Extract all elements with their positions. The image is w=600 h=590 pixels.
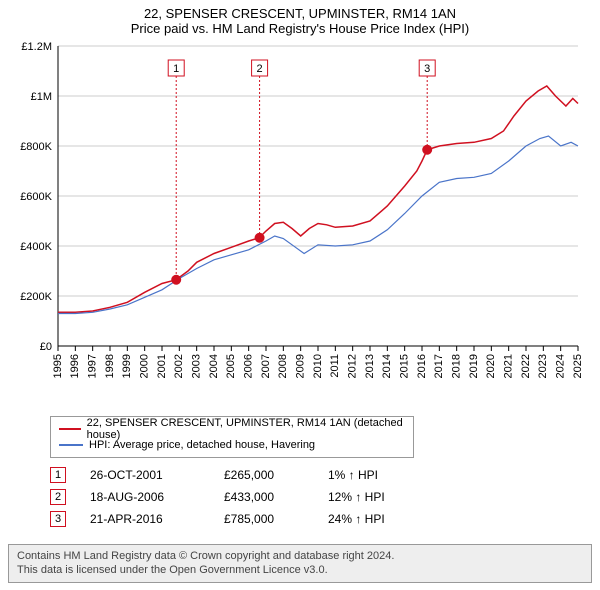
footer-line2: This data is licensed under the Open Gov… bbox=[17, 563, 583, 577]
svg-text:2015: 2015 bbox=[399, 354, 411, 378]
svg-text:2010: 2010 bbox=[312, 354, 324, 378]
svg-text:2003: 2003 bbox=[191, 354, 203, 378]
svg-text:2016: 2016 bbox=[416, 354, 428, 378]
svg-text:£400K: £400K bbox=[20, 241, 52, 253]
sale-number-box: 2 bbox=[50, 489, 66, 505]
svg-text:1: 1 bbox=[173, 63, 179, 75]
svg-text:2022: 2022 bbox=[520, 354, 532, 378]
svg-text:2002: 2002 bbox=[173, 354, 185, 378]
footer-line1: Contains HM Land Registry data © Crown c… bbox=[17, 549, 583, 563]
sale-number-box: 3 bbox=[50, 511, 66, 527]
svg-text:1996: 1996 bbox=[69, 354, 81, 378]
sale-row: 2 18-AUG-2006 £433,000 12% ↑ HPI bbox=[50, 486, 592, 508]
sale-date: 26-OCT-2001 bbox=[90, 468, 200, 482]
svg-text:2007: 2007 bbox=[260, 354, 272, 378]
svg-text:2017: 2017 bbox=[433, 354, 445, 378]
svg-text:2008: 2008 bbox=[277, 354, 289, 378]
svg-text:3: 3 bbox=[424, 63, 430, 75]
svg-text:2: 2 bbox=[257, 63, 263, 75]
chart-title-line2: Price paid vs. HM Land Registry's House … bbox=[8, 21, 592, 36]
sale-date: 21-APR-2016 bbox=[90, 512, 200, 526]
sale-delta: 1% ↑ HPI bbox=[328, 468, 418, 482]
svg-text:2005: 2005 bbox=[225, 354, 237, 378]
sale-price: £433,000 bbox=[224, 490, 304, 504]
sale-price: £785,000 bbox=[224, 512, 304, 526]
legend-label: 22, SPENSER CRESCENT, UPMINSTER, RM14 1A… bbox=[87, 417, 405, 441]
sale-number-box: 1 bbox=[50, 467, 66, 483]
sale-delta: 24% ↑ HPI bbox=[328, 512, 418, 526]
svg-text:1998: 1998 bbox=[104, 354, 116, 378]
price-chart: £0 £200K £400K £600K £800K £1M £1.2M 1995 1996 19… bbox=[8, 40, 592, 410]
svg-text:£1M: £1M bbox=[31, 91, 52, 103]
svg-text:£600K: £600K bbox=[20, 191, 52, 203]
svg-text:2018: 2018 bbox=[451, 354, 463, 378]
svg-text:2023: 2023 bbox=[537, 354, 549, 378]
footer-attribution: Contains HM Land Registry data © Crown c… bbox=[8, 544, 592, 583]
svg-text:£800K: £800K bbox=[20, 141, 52, 153]
legend-row: 22, SPENSER CRESCENT, UPMINSTER, RM14 1A… bbox=[59, 421, 405, 437]
svg-text:1995: 1995 bbox=[52, 354, 64, 378]
svg-text:2012: 2012 bbox=[347, 354, 359, 378]
svg-text:2000: 2000 bbox=[139, 354, 151, 378]
svg-text:2009: 2009 bbox=[295, 354, 307, 378]
sales-table: 1 26-OCT-2001 £265,000 1% ↑ HPI 2 18-AUG-2006… bbox=[50, 464, 592, 530]
chart-title-line1: 22, SPENSER CRESCENT, UPMINSTER, RM14 1A… bbox=[8, 6, 592, 21]
legend-label: HPI: Average price, detached house, Have… bbox=[89, 439, 315, 451]
svg-text:2014: 2014 bbox=[381, 354, 393, 378]
sale-delta: 12% ↑ HPI bbox=[328, 490, 418, 504]
legend-swatch bbox=[59, 428, 81, 430]
legend-swatch bbox=[59, 444, 83, 446]
svg-text:£200K: £200K bbox=[20, 291, 52, 303]
svg-text:£0: £0 bbox=[40, 341, 52, 353]
svg-text:2024: 2024 bbox=[555, 354, 567, 378]
svg-text:2011: 2011 bbox=[329, 354, 341, 378]
svg-text:2021: 2021 bbox=[503, 354, 515, 378]
sale-row: 3 21-APR-2016 £785,000 24% ↑ HPI bbox=[50, 508, 592, 530]
svg-text:2006: 2006 bbox=[243, 354, 255, 378]
svg-text:2001: 2001 bbox=[156, 354, 168, 378]
sale-price: £265,000 bbox=[224, 468, 304, 482]
sale-row: 1 26-OCT-2001 £265,000 1% ↑ HPI bbox=[50, 464, 592, 486]
svg-text:2025: 2025 bbox=[572, 354, 584, 378]
sale-date: 18-AUG-2006 bbox=[90, 490, 200, 504]
svg-text:£1.2M: £1.2M bbox=[21, 41, 52, 53]
legend: 22, SPENSER CRESCENT, UPMINSTER, RM14 1A… bbox=[50, 416, 414, 458]
svg-text:2013: 2013 bbox=[364, 354, 376, 378]
svg-text:2019: 2019 bbox=[468, 354, 480, 378]
svg-text:1999: 1999 bbox=[121, 354, 133, 378]
svg-text:1997: 1997 bbox=[87, 354, 99, 378]
svg-text:2004: 2004 bbox=[208, 354, 220, 378]
svg-text:2020: 2020 bbox=[485, 354, 497, 378]
